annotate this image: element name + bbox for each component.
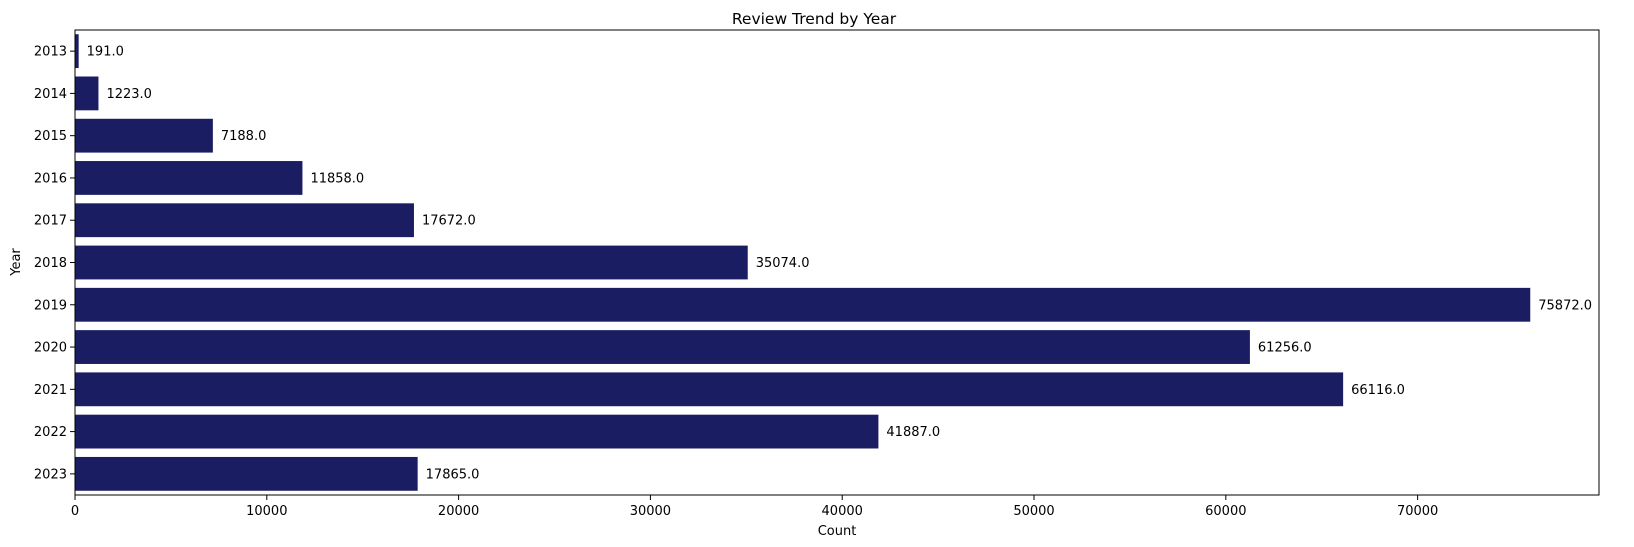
data-label-2014: 1223.0 — [106, 87, 152, 102]
bar-2020 — [75, 330, 1250, 364]
x-tick-label-40000: 40000 — [822, 504, 863, 519]
y-tick-label-2014: 2014 — [34, 87, 67, 102]
y-tick-label-2019: 2019 — [34, 298, 67, 313]
y-tick-label-2015: 2015 — [34, 129, 67, 144]
x-tick-label-0: 0 — [71, 504, 79, 519]
data-label-2017: 17672.0 — [422, 214, 476, 229]
bar-2015 — [75, 118, 213, 153]
y-tick-label-2021: 2021 — [34, 383, 67, 398]
x-tick-label-60000: 60000 — [1205, 504, 1246, 519]
y-tick-label-2022: 2022 — [34, 425, 67, 440]
y-tick-label-2017: 2017 — [34, 214, 67, 229]
data-label-2018: 35074.0 — [756, 256, 810, 271]
y-tick-label-2016: 2016 — [34, 171, 67, 186]
bar-2016 — [75, 161, 303, 195]
bar-2013 — [75, 34, 79, 69]
y-axis-label: Year — [9, 248, 24, 277]
x-tick-label-20000: 20000 — [438, 504, 479, 519]
y-tick-label-2018: 2018 — [34, 256, 67, 271]
bar-2021 — [75, 372, 1344, 407]
bars-group — [75, 34, 1531, 491]
data-label-2016: 11858.0 — [310, 171, 364, 186]
data-label-2013: 191.0 — [87, 45, 124, 60]
x-tick-label-30000: 30000 — [630, 504, 671, 519]
x-tick-label-10000: 10000 — [246, 504, 287, 519]
x-axis: 0 10000 20000 30000 40000 50000 60000 70000 — [71, 495, 1438, 519]
y-tick-label-2023: 2023 — [34, 467, 67, 482]
y-tick-label-2013: 2013 — [34, 45, 67, 60]
y-tick-label-2020: 2020 — [34, 341, 67, 356]
data-labels-group: 191.0 1223.0 7188.0 11858.0 17672.0 35074.0 75… — [87, 45, 1592, 483]
bar-2022 — [75, 414, 879, 449]
y-axis: 2013 2014 2015 2016 2017 2018 2019 2020 2021 2022… — [34, 45, 75, 482]
data-label-2022: 41887.0 — [886, 425, 940, 440]
data-label-2019: 75872.0 — [1538, 298, 1592, 313]
data-label-2021: 66116.0 — [1351, 383, 1405, 398]
x-tick-label-70000: 70000 — [1397, 504, 1438, 519]
data-label-2023: 17865.0 — [426, 467, 480, 482]
bar-2019 — [75, 287, 1531, 322]
x-axis-label: Count — [818, 524, 857, 539]
chart-title: Review Trend by Year — [732, 10, 897, 28]
x-tick-label-50000: 50000 — [1013, 504, 1054, 519]
bar-2014 — [75, 76, 99, 111]
data-label-2015: 7188.0 — [221, 129, 266, 144]
bar-2017 — [75, 203, 414, 238]
bar-2018 — [75, 245, 748, 280]
bar-2023 — [75, 456, 418, 491]
data-label-2020: 61256.0 — [1258, 341, 1312, 356]
